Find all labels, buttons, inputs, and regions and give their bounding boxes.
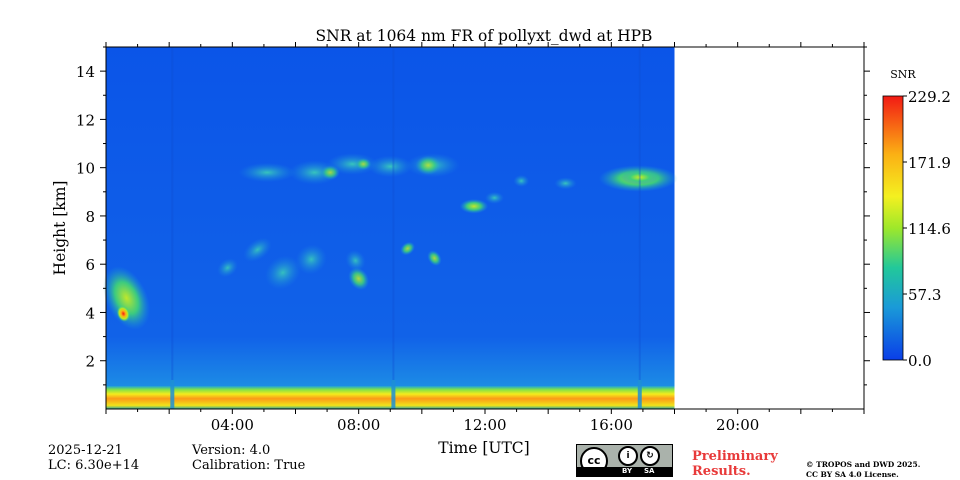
mid-cloud-streak bbox=[295, 244, 327, 275]
cloud-patch-1215 bbox=[485, 191, 504, 204]
by-person-icon: i bbox=[618, 446, 638, 466]
copyright-notice: © TROPOS and DWD 2025. CC BY SA 4.0 Lice… bbox=[806, 460, 920, 480]
footer-lc: LC: 6.30e+14 bbox=[48, 458, 140, 473]
copyright-line-2: CC BY SA 4.0 License. bbox=[806, 470, 899, 479]
mid-cloud-streak bbox=[400, 241, 415, 256]
surface-gap bbox=[170, 380, 175, 409]
y-tick-label: 4 bbox=[85, 304, 95, 322]
cc-sa-label: SA bbox=[644, 467, 655, 475]
footer-date-block: 2025-12-21 LC: 6.30e+14 bbox=[48, 443, 139, 473]
mid-cloud-streak bbox=[427, 250, 442, 266]
cc-license-badge: cc i ↻ BY SA bbox=[576, 444, 673, 477]
cirrus-patch bbox=[513, 174, 530, 187]
data-gap-line bbox=[171, 47, 174, 380]
preliminary-results-note: Preliminary Results. bbox=[692, 449, 778, 479]
x-tick-label: 08:00 bbox=[337, 416, 380, 434]
footer-version-block: Version: 4.0 Calibration: True bbox=[192, 443, 305, 473]
x-axis: 04:00 08:00 12:00 16:00 20:00 bbox=[105, 42, 865, 434]
colorbar-tick-label: 171.9 bbox=[908, 154, 951, 172]
cirrus-core bbox=[415, 155, 441, 175]
cc-by-label: BY bbox=[622, 467, 633, 475]
y-tick-label: 12 bbox=[76, 111, 95, 129]
cloud-patch-1130 bbox=[459, 199, 489, 214]
y-tick-label: 10 bbox=[76, 160, 95, 178]
data-gap-line bbox=[392, 47, 395, 380]
x-tick-label: 16:00 bbox=[590, 416, 633, 434]
x-tick-label: 20:00 bbox=[716, 416, 759, 434]
cirrus-patch bbox=[238, 162, 296, 183]
sa-share-icon: ↻ bbox=[640, 446, 660, 466]
colorbar-tick-label: 0.0 bbox=[908, 352, 932, 370]
cirrus-1600-core bbox=[620, 170, 659, 185]
y-axis: 2 4 6 8 10 12 14 bbox=[76, 46, 870, 386]
colorbar-tick-label: 229.2 bbox=[908, 88, 951, 106]
surface-gap bbox=[637, 380, 642, 409]
low-cloud-core bbox=[116, 305, 130, 322]
copyright-line-1: © TROPOS and DWD 2025. bbox=[806, 460, 921, 469]
cirrus-patch bbox=[554, 177, 577, 190]
results-label: Results. bbox=[692, 464, 751, 479]
footer-version: Version: 4.0 bbox=[192, 443, 271, 458]
footer-calibration: Calibration: True bbox=[192, 458, 306, 473]
footer-date: 2025-12-21 bbox=[48, 443, 123, 458]
mid-cloud-streak bbox=[348, 267, 370, 290]
colorbar-tick-label: 57.3 bbox=[908, 286, 941, 304]
mid-cloud-streak bbox=[345, 250, 366, 272]
y-tick-label: 2 bbox=[85, 353, 95, 371]
mid-cloud-streak bbox=[217, 258, 238, 278]
y-tick-label: 8 bbox=[85, 208, 95, 226]
colorbar: SNR 0.0 57.3 114.6 171.9 229.2 bbox=[882, 68, 951, 370]
cirrus-patch bbox=[368, 155, 413, 178]
low-cloud-plume bbox=[103, 266, 150, 330]
preliminary-label: Preliminary bbox=[692, 449, 778, 464]
x-tick-label: 04:00 bbox=[211, 416, 254, 434]
colorbar-label: SNR bbox=[890, 68, 916, 81]
cirrus-core bbox=[355, 158, 372, 171]
mid-cloud-streak bbox=[243, 237, 272, 262]
surface-gap bbox=[391, 380, 396, 409]
y-tick-label: 14 bbox=[76, 63, 95, 81]
data-gap-line bbox=[638, 47, 641, 380]
x-axis-label: Time [UTC] bbox=[438, 439, 529, 457]
cirrus-core bbox=[320, 165, 340, 180]
heatmap-background bbox=[106, 47, 675, 409]
y-tick-label: 6 bbox=[85, 256, 95, 274]
y-axis-label: Height [km] bbox=[51, 181, 69, 276]
chart-title: SNR at 1064 nm FR of pollyxt_dwd at HPB bbox=[316, 27, 653, 45]
mid-cloud-streak bbox=[264, 255, 301, 290]
cc-badge-bar bbox=[577, 467, 672, 476]
colorbar-gradient bbox=[882, 95, 904, 361]
heatmap-area bbox=[103, 47, 678, 409]
colorbar-tick-label: 114.6 bbox=[908, 220, 951, 238]
x-tick-label: 12:00 bbox=[463, 416, 506, 434]
surface-layer-band bbox=[106, 386, 675, 409]
